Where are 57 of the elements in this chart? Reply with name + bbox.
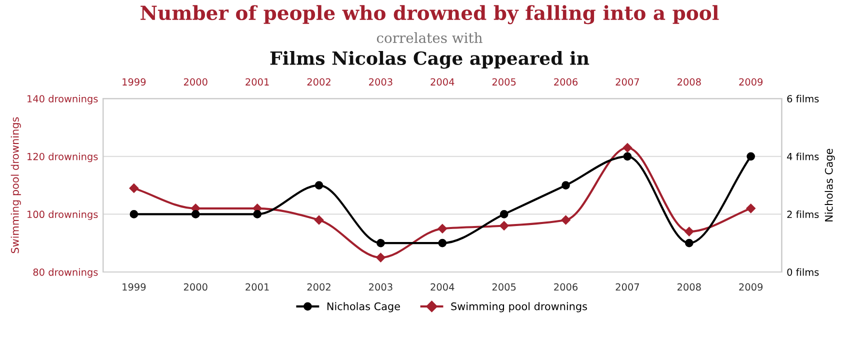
chart-subtitle: correlates with	[376, 32, 482, 44]
x-tick-label: 2004	[430, 283, 454, 291]
point	[376, 238, 385, 248]
y-tick-label: 80 drownings	[33, 268, 98, 278]
x-tick-label: 2003	[369, 283, 392, 291]
x-tick-label: 2009	[739, 283, 763, 291]
point	[191, 210, 200, 218]
legend-label: Swimming pool drownings	[451, 302, 587, 312]
category-label: 2006	[554, 78, 578, 86]
point	[684, 226, 694, 236]
point	[376, 252, 386, 262]
y-tick-label: 140 drownings	[28, 94, 98, 104]
x-tick-label: 2002	[307, 283, 330, 291]
category-label: 2008	[677, 78, 701, 86]
category-label: 2000	[184, 78, 208, 86]
point	[129, 184, 139, 193]
y2-tick-label: 0 films	[787, 268, 819, 276]
x-tick-label: 2006	[554, 283, 578, 291]
point	[623, 152, 632, 161]
point	[438, 224, 448, 234]
point	[314, 215, 324, 225]
x-tick-label: 2000	[184, 283, 208, 291]
y-tick-label: 120 drownings	[28, 152, 98, 162]
y-axis-title: Swimming pool drownings	[10, 117, 21, 254]
y2-tick-label: 6 films	[787, 94, 819, 102]
x-tick-label: 2008	[677, 283, 701, 291]
x-tick-label: 2007	[616, 283, 639, 291]
text: Films Nicolas Cage appeared in	[270, 51, 590, 69]
category-label: 2005	[492, 78, 516, 86]
category-label: 2009	[739, 78, 763, 86]
legend-label: Nicholas Cage	[327, 302, 400, 312]
point	[500, 210, 508, 218]
category-label: 2002	[307, 78, 330, 86]
point	[314, 181, 324, 190]
category-label: 1999	[122, 78, 146, 86]
point	[622, 143, 632, 152]
point	[562, 181, 570, 190]
point	[561, 215, 570, 225]
point	[684, 238, 694, 248]
y2-tick-label: 4 films	[787, 152, 819, 160]
x-tick-label: 2001	[246, 283, 269, 291]
y-tick-label: 100 drownings	[28, 210, 98, 220]
chart-title: Number of people who drowned by falling into a pool	[140, 5, 719, 24]
y2-tick-label: 2 films	[787, 210, 819, 218]
point	[438, 238, 447, 248]
point	[499, 221, 509, 230]
x-tick-label: 2005	[492, 283, 516, 291]
category-label: 2007	[616, 78, 639, 86]
x-tick-label: 1999	[122, 283, 146, 291]
category-label: 2004	[430, 78, 454, 86]
point	[253, 210, 262, 218]
point	[746, 152, 756, 161]
category-label: 2001	[246, 78, 269, 86]
point	[130, 210, 138, 218]
category-label: 2003	[369, 78, 392, 86]
y2-axis-title: Nicholas Cage	[824, 148, 835, 222]
point	[746, 204, 756, 214]
